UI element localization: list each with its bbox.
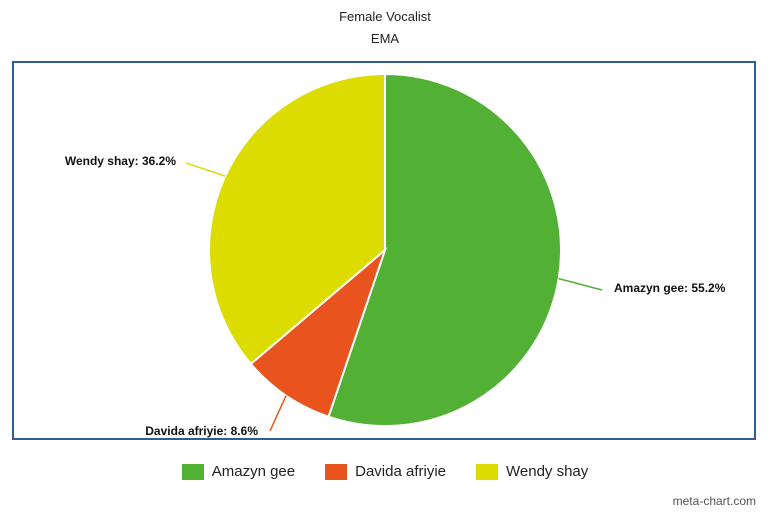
data-label-amazyn-gee: Amazyn gee: 55.2% (614, 281, 726, 295)
legend-label: Wendy shay (506, 463, 589, 480)
legend-swatch (476, 463, 498, 480)
legend-item-wendy-shay[interactable]: Wendy shay (476, 463, 588, 480)
chart-subtitle: EMA (370, 31, 400, 46)
legend-item-davida-afriyie[interactable]: Davida afriyie (325, 463, 446, 480)
legend-swatch (325, 463, 348, 480)
leader-line-wendy-shay (185, 162, 226, 177)
legend-swatch (181, 463, 204, 480)
pie-slice-wendy-shay[interactable] (208, 72, 386, 366)
legend: Amazyn gee Davida afriyie Wendy shay (0, 463, 770, 480)
legend-label: Davida afriyie (355, 463, 446, 480)
legend-item-amazyn-gee[interactable]: Amazyn gee (181, 463, 296, 480)
leader-line-amazyn-gee (558, 277, 603, 291)
data-label-davida-afriyie: Davida afriyie: 8.6% (145, 424, 258, 438)
data-label-wendy-shay: Wendy shay: 36.2% (65, 154, 176, 168)
pie-slice-davida-afriyie[interactable] (249, 246, 388, 418)
legend-label: Amazyn gee (211, 463, 296, 480)
chart-frame (12, 61, 756, 440)
chart-title: Female Vocalist (339, 9, 431, 24)
credit-text: meta-chart.com (672, 494, 756, 508)
leader-line-davida-afriyie (269, 395, 287, 432)
